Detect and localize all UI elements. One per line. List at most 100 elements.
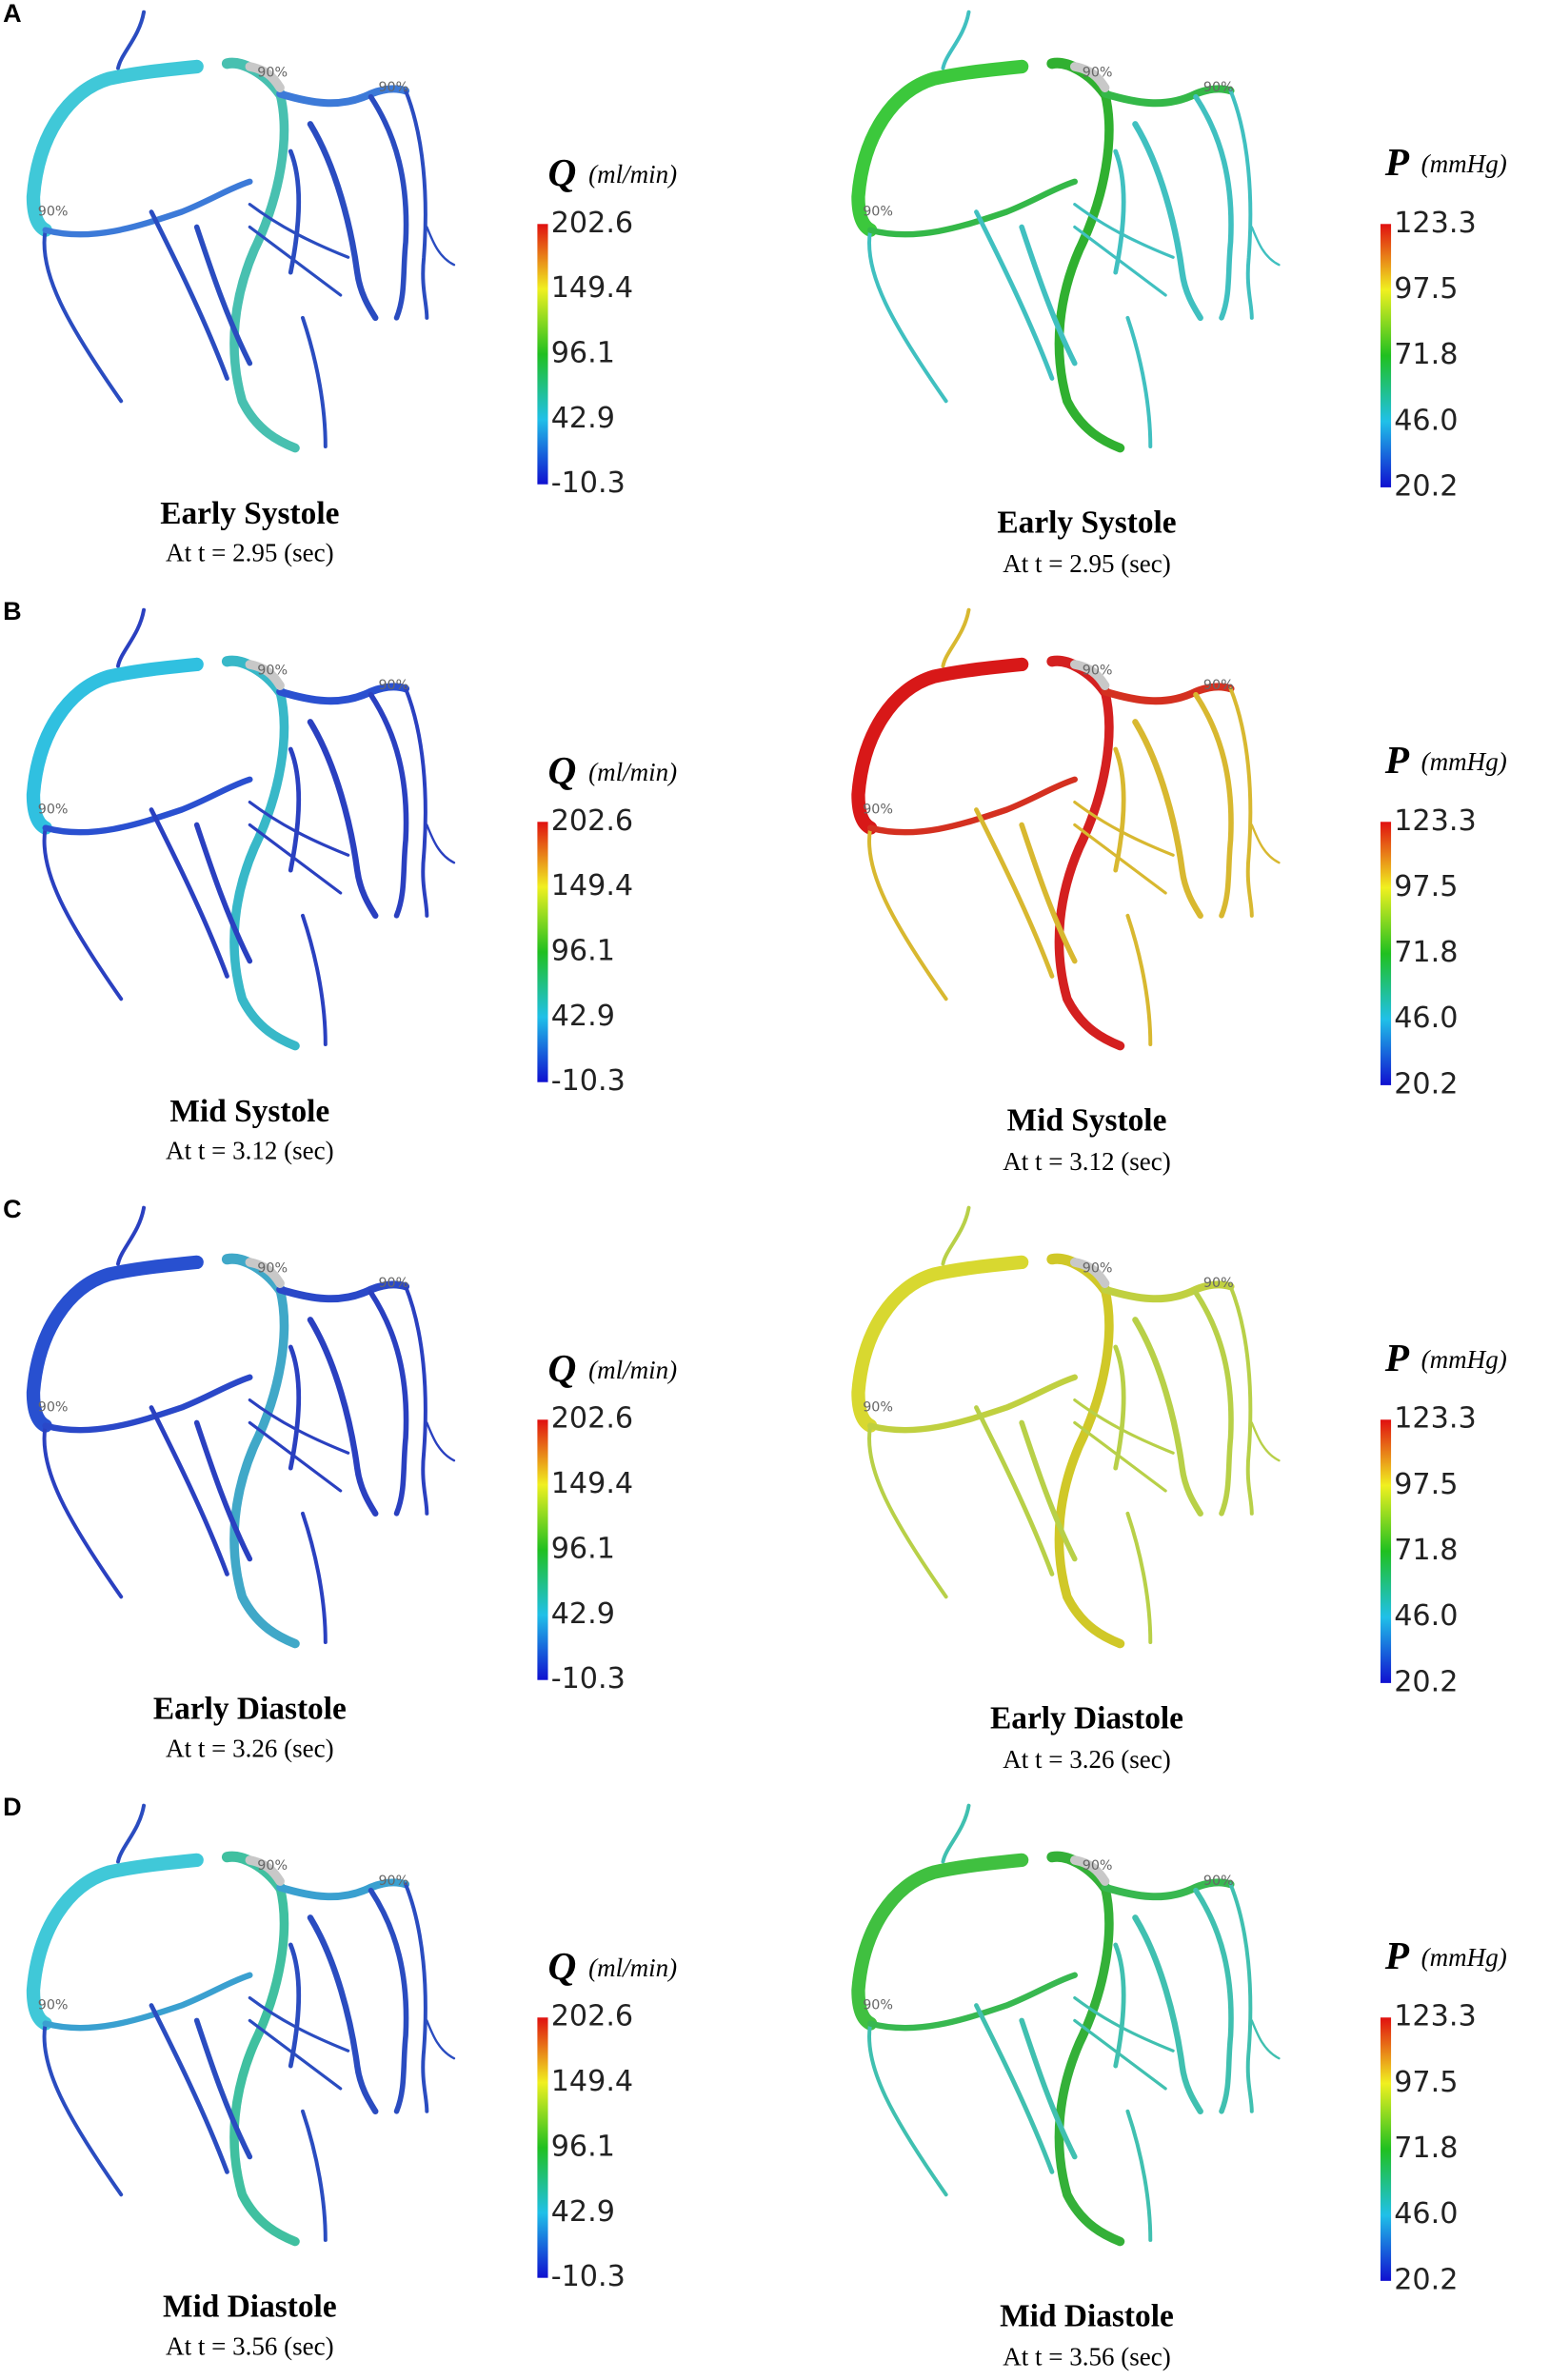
vessel <box>1101 1878 1235 1901</box>
vessel <box>193 822 253 964</box>
vessel <box>404 89 429 320</box>
vessel <box>248 801 350 857</box>
vessel <box>426 226 456 267</box>
vessel <box>307 719 379 920</box>
stenosis-label: 90% <box>1203 80 1234 95</box>
vessel <box>229 686 300 1051</box>
stenosis-label: 90% <box>38 1998 69 2013</box>
vessel <box>1193 691 1234 919</box>
figure-row: C 90% 90% 90% Q (ml/min) 202.6 149.4 96.1 42.9 -10… <box>3 1195 1507 1774</box>
stenosis-label: 90% <box>863 1998 893 2013</box>
stenosis-label: 90% <box>863 205 893 220</box>
stenosis-label: 90% <box>257 663 288 678</box>
vessel <box>1101 1280 1235 1303</box>
vessel <box>941 1205 971 1266</box>
stenosis-label: 90% <box>378 678 408 693</box>
colorbar-tick-label: -10.3 <box>551 1662 626 1696</box>
vessel <box>974 807 1055 979</box>
vessel <box>116 607 147 668</box>
vessel <box>1250 823 1281 864</box>
colorbar-tick-label: 149.4 <box>551 869 633 902</box>
colorbar-title: Q (ml/min) <box>548 1346 678 1390</box>
vessel <box>149 1405 229 1577</box>
colorbar-tick-label: -10.3 <box>551 1064 626 1098</box>
vessel <box>368 1289 409 1517</box>
figure-row: A 90% 90% 90% Q (ml/min) 202.6 149.4 96.1 42.9 -10… <box>3 0 1507 578</box>
stenosis-label: 90% <box>1203 1874 1234 1889</box>
colorbar-tick-label: 202.6 <box>551 804 633 838</box>
panel: 90% 90% 90% Q (ml/min) 202.6 149.4 96.1 42.9 -10.… <box>26 1205 678 1763</box>
colorbar-tick-label: 46.0 <box>1394 404 1458 437</box>
colorbar <box>1380 1419 1392 1683</box>
colorbar-tick-label: 149.4 <box>551 2065 633 2098</box>
time-caption: At t = 2.95 (sec) <box>166 539 334 567</box>
vessel <box>426 823 456 864</box>
vessel <box>26 59 204 237</box>
colorbar-tick-label: 20.2 <box>1394 469 1458 503</box>
vessel <box>1073 203 1175 259</box>
vessel <box>1113 149 1126 275</box>
stenosis-segment <box>245 62 285 92</box>
vessel <box>1193 1887 1234 2114</box>
time-caption: At t = 2.95 (sec) <box>1003 549 1171 578</box>
vessel <box>1113 1942 1126 2069</box>
vessel-tree: 90% 90% 90% <box>26 1205 456 1649</box>
vessel <box>288 746 301 873</box>
colorbar-tick-label: 46.0 <box>1394 2197 1458 2231</box>
colorbar-tick-label: 42.9 <box>551 1597 615 1631</box>
vessel <box>1101 683 1235 705</box>
colorbar-tick-label: 71.8 <box>1394 1534 1458 1567</box>
vessel-tree: 90% 90% 90% <box>26 1803 456 2247</box>
vessel <box>1073 1398 1175 1455</box>
quantity: Q <box>548 748 577 792</box>
vessel <box>1019 1419 1078 1562</box>
vessel <box>867 2021 948 2197</box>
vessel <box>1073 801 1175 857</box>
vessel <box>248 225 343 297</box>
vessel <box>26 657 204 835</box>
colorbar-tick-label: 123.3 <box>1394 207 1476 240</box>
vessel <box>42 776 253 836</box>
time-caption: At t = 3.56 (sec) <box>166 2332 334 2361</box>
stenosis-segment <box>245 1258 285 1288</box>
vessel <box>248 1398 350 1455</box>
colorbar-tick-label: 123.3 <box>1394 2000 1476 2033</box>
phase-caption: Early Systole <box>160 496 339 531</box>
vessel <box>1132 1317 1203 1517</box>
colorbar-title: Q (ml/min) <box>548 150 678 194</box>
vessel <box>288 1344 301 1471</box>
vessel <box>248 2018 343 2091</box>
stenosis-label: 90% <box>257 1858 288 1874</box>
vessel <box>193 2017 253 2160</box>
vessel <box>300 913 328 1046</box>
colorbar-tick-label: 71.8 <box>1394 936 1458 969</box>
vessel <box>307 1317 379 1517</box>
vessel <box>1113 746 1126 873</box>
vessel <box>116 1205 147 1266</box>
colorbar-tick-label: 97.5 <box>1394 870 1458 903</box>
colorbar-title: P (mmHg) <box>1384 140 1507 184</box>
vessel <box>974 209 1055 381</box>
panel: 90% 90% 90% P (mmHg) 123.3 97.5 71.8 46.0 20.2 Mid… <box>851 1803 1507 2371</box>
unit: (ml/min) <box>588 160 677 188</box>
vessel <box>1132 121 1203 322</box>
vessel-tree: 90% 90% 90% <box>26 10 456 453</box>
vessel <box>941 1803 971 1864</box>
stenosis-label: 90% <box>863 803 893 818</box>
colorbar-tick-label: 149.4 <box>551 1467 633 1500</box>
colorbar-title: Q (ml/min) <box>548 1944 678 1988</box>
vessel <box>404 686 429 918</box>
quantity: P <box>1384 738 1410 782</box>
colorbar-tick-label: 202.6 <box>551 2000 633 2033</box>
colorbar-tick-label: 97.5 <box>1394 1468 1458 1501</box>
time-caption: At t = 3.56 (sec) <box>1003 2343 1171 2371</box>
stenosis-segment <box>1070 1855 1110 1886</box>
vessel <box>867 1423 948 1599</box>
colorbar-tick-label: 20.2 <box>1394 2263 1458 2296</box>
vessel-tree: 90% 90% 90% <box>851 10 1281 453</box>
vessel <box>426 2019 456 2060</box>
vessel <box>1250 226 1281 267</box>
panel: 90% 90% 90% P (mmHg) 123.3 97.5 71.8 46.0 20.2 Mid… <box>851 607 1507 1176</box>
colorbar <box>537 1419 548 1680</box>
